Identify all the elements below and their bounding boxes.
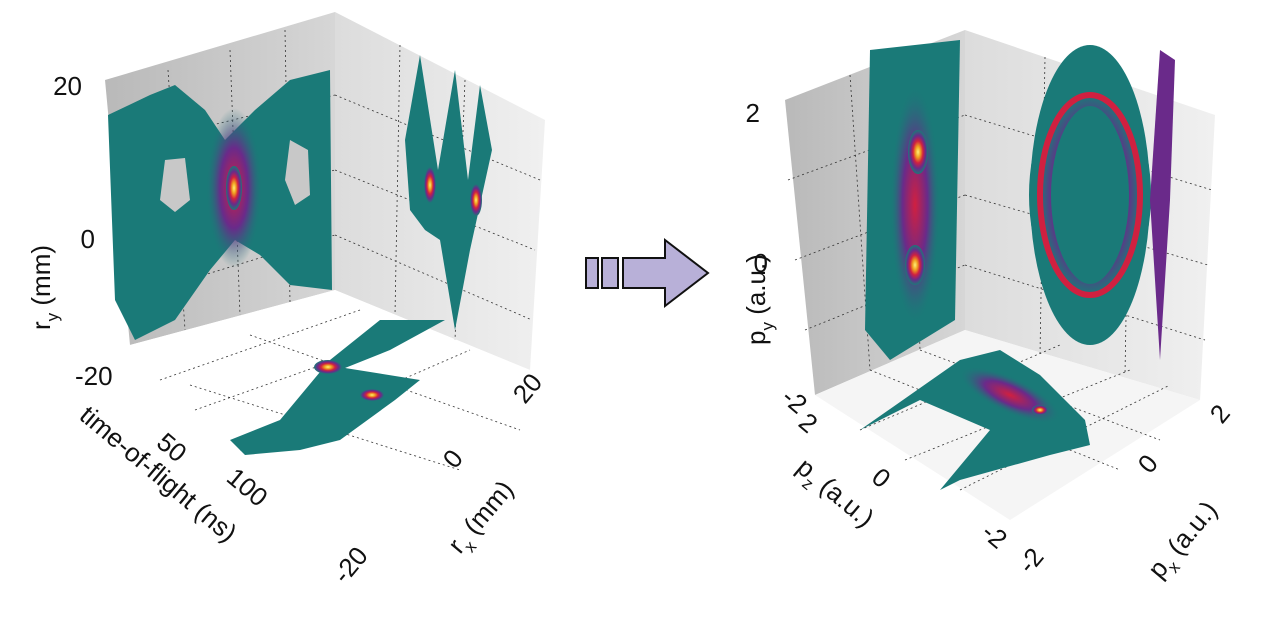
label-part: (a.u.) [741,254,771,322]
label-part: (mm) [26,245,56,313]
right-panel: 2 0 -2 py (a.u.) 2 0 -2 pz (a.u.) 2 0 -2… [741,30,1236,588]
tick-label: -20 [75,361,113,391]
tick-label: 0 [437,443,469,473]
ring [1037,92,1143,298]
hotspot [226,166,242,210]
hotspot [1032,405,1048,415]
tick-label: 0 [1132,448,1164,478]
tick-label: 2 [1204,398,1236,428]
axis-label: py (a.u.) [741,254,777,345]
label-part: (a.u.) [1156,495,1223,566]
ry-rx-projection [405,55,492,330]
axis-label: px (a.u.) [1142,495,1228,588]
label-part: y [758,322,777,331]
hole [160,158,190,212]
tick-label: -20 [327,541,374,589]
axis-label: rx (mm) [442,474,524,562]
left-panel: 20 0 -20 ry (mm) 50 100 time-of-flight (… [26,12,548,589]
tick-label: 20 [53,71,82,101]
hotspot [314,360,342,374]
hole [285,140,310,205]
hotspot [905,245,925,285]
pz-px-projection [860,350,1090,490]
tick-label: -2 [1012,542,1050,579]
tof-rx-projection [230,320,445,455]
label-part: y [43,312,62,321]
tick-label: 0 [754,248,768,278]
axis-label: pz (a.u.) [787,452,880,538]
tick-label: 2 [746,98,760,128]
tick-label: 0 [866,462,896,494]
tick-label: -2 [976,517,1013,555]
label-part: r [26,321,56,330]
tick-label: 0 [81,224,95,254]
hotspot [424,167,436,203]
axis-label: ry (mm) [26,245,62,330]
hotspot [890,85,940,325]
streak [1150,50,1175,360]
hotspot [470,184,482,216]
label-part: (a.u.) [809,466,880,533]
hotspot [360,389,384,401]
label-part: p [741,331,771,345]
label-part: (mm) [453,474,520,545]
arrow [585,237,710,309]
hotspot [908,130,928,174]
